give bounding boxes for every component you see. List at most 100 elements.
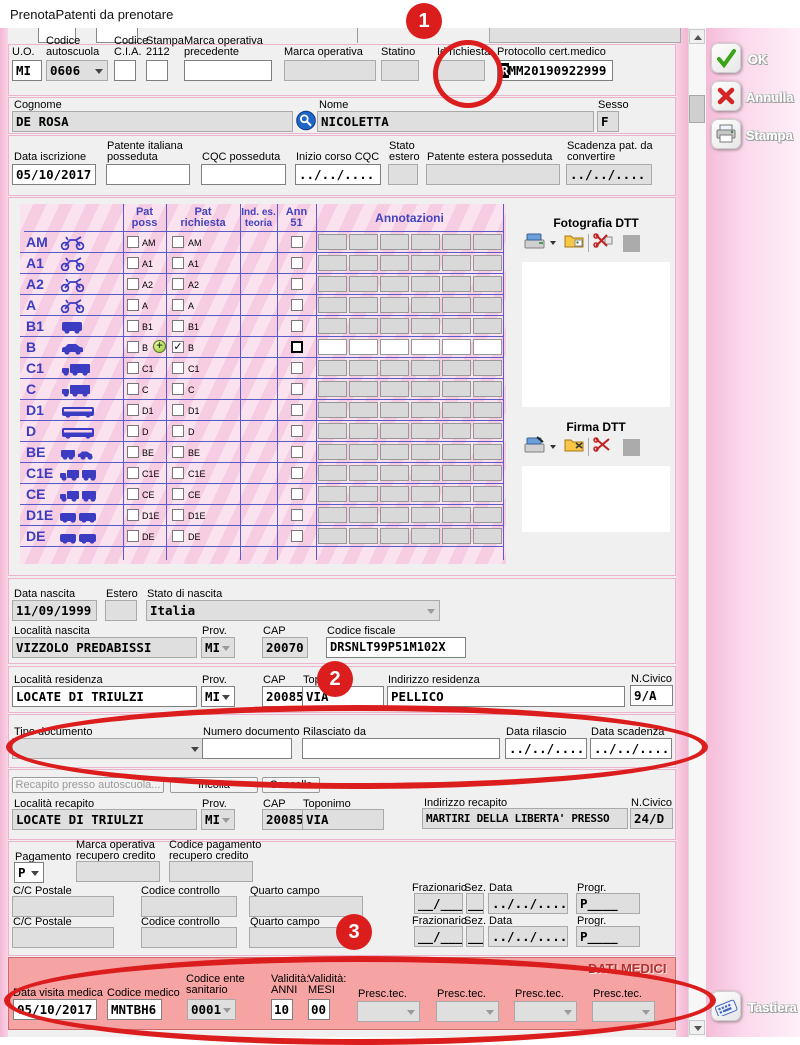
richiesta-checkbox-A[interactable]	[172, 299, 184, 311]
cancella-button[interactable]: Cancella	[262, 777, 320, 793]
marca-prec-field[interactable]	[184, 60, 272, 81]
codice-pagamento-field[interactable]	[169, 861, 253, 882]
ann51-checkbox-C1[interactable]	[291, 362, 303, 374]
richiesta-checkbox-C1[interactable]	[172, 362, 184, 374]
poss-checkbox-B1[interactable]	[127, 320, 139, 332]
prov-nascita-combo[interactable]: MI	[201, 637, 235, 658]
richiesta-checkbox-CE[interactable]	[172, 488, 184, 500]
poss-checkbox-C1[interactable]	[127, 362, 139, 374]
richiesta-checkbox-B1[interactable]	[172, 320, 184, 332]
poss-checkbox-A1[interactable]	[127, 257, 139, 269]
frazionario-field-1[interactable]: __/____	[414, 893, 463, 914]
indirizzo-residenza-field[interactable]: PELLICO	[387, 686, 625, 707]
localita-recapito-field[interactable]: LOCATE DI TRIULZI	[12, 809, 197, 830]
validita-mesi-field[interactable]: 00	[308, 999, 330, 1020]
tipo-documento-combo[interactable]	[12, 738, 204, 759]
richiesta-checkbox-C1E[interactable]	[172, 467, 184, 479]
scadenza-conv-field[interactable]: ../../....	[566, 164, 652, 185]
poss-checkbox-CE[interactable]	[127, 488, 139, 500]
data-visita-field[interactable]: 05/10/2017	[13, 999, 97, 1020]
uo-field[interactable]: MI	[12, 60, 42, 81]
codice-fiscale-field[interactable]: DRSNLT99P51M102X	[326, 637, 466, 658]
ann51-checkbox-D1E[interactable]	[291, 509, 303, 521]
ann51-checkbox-AM[interactable]	[291, 236, 303, 248]
id-richiesta-field[interactable]	[437, 60, 485, 81]
scroll-down-button[interactable]	[689, 1020, 705, 1035]
pagamento-combo[interactable]: P	[14, 862, 44, 883]
sez-field-2[interactable]: __	[466, 926, 484, 947]
civico-residenza-field[interactable]: 9/A	[630, 685, 673, 706]
search-icon[interactable]	[296, 110, 316, 136]
stampa2112-field[interactable]	[146, 60, 168, 81]
poss-checkbox-C1E[interactable]	[127, 467, 139, 479]
rilasciato-da-field[interactable]	[302, 738, 500, 759]
poss-checkbox-A2[interactable]	[127, 278, 139, 290]
annulla-button[interactable]	[711, 81, 741, 111]
estero-field[interactable]	[105, 600, 137, 621]
open-signature-folder-icon[interactable]	[564, 437, 584, 458]
presc-tec-combo-4[interactable]	[592, 1001, 655, 1022]
cqc-field[interactable]	[201, 164, 286, 185]
cc-postale-field-2[interactable]	[12, 927, 114, 948]
progr-field-1[interactable]: P____	[576, 893, 640, 914]
poss-checkbox-DE[interactable]	[127, 530, 139, 542]
cap-recapito-field[interactable]: 20085	[262, 809, 308, 830]
acquire-signature-icon[interactable]	[524, 435, 546, 459]
vertical-scrollbar[interactable]	[688, 28, 706, 1037]
sesso-field[interactable]: F	[597, 111, 619, 132]
toponimo-residenza-field[interactable]: VIA	[302, 686, 384, 707]
ann51-checkbox-D1[interactable]	[291, 404, 303, 416]
presc-tec-combo-2[interactable]	[436, 1001, 499, 1022]
ok-button[interactable]	[711, 43, 741, 73]
prov-recapito-combo[interactable]: MI	[201, 809, 235, 830]
ann51-checkbox-DE[interactable]	[291, 530, 303, 542]
cia-field[interactable]	[114, 60, 136, 81]
tastiera-button[interactable]	[711, 991, 741, 1021]
ann51-checkbox-B[interactable]	[291, 341, 303, 353]
presc-tec-combo-3[interactable]	[514, 1001, 577, 1022]
poss-checkbox-D1E[interactable]	[127, 509, 139, 521]
numero-documento-field[interactable]	[202, 738, 292, 759]
scroll-up-button[interactable]	[689, 29, 705, 44]
poss-checkbox-D1[interactable]	[127, 404, 139, 416]
codice-controllo-field-2[interactable]	[141, 927, 237, 948]
open-photo-folder-icon[interactable]	[564, 233, 584, 254]
toponimo-recapito-field[interactable]: VIA	[302, 809, 384, 830]
localita-residenza-field[interactable]: LOCATE DI TRIULZI	[12, 686, 197, 707]
inizio-cqc-field[interactable]: ../../....	[295, 164, 381, 185]
validita-anni-field[interactable]: 10	[271, 999, 293, 1020]
codice-medico-field[interactable]: MNTBH6	[107, 999, 162, 1020]
data-nascita-field[interactable]: 11/09/1999	[12, 600, 97, 621]
pat-italiana-field[interactable]	[106, 164, 190, 185]
poss-checkbox-AM[interactable]	[127, 236, 139, 248]
cognome-field[interactable]: DE ROSA	[12, 111, 293, 132]
progr-field-2[interactable]: P____	[576, 926, 640, 947]
ann51-checkbox-A[interactable]	[291, 299, 303, 311]
richiesta-checkbox-D[interactable]	[172, 425, 184, 437]
localita-nascita-field[interactable]: VIZZOLO PREDABISSI	[12, 637, 197, 658]
scrollbar-thumb[interactable]	[689, 95, 705, 123]
richiesta-checkbox-D1E[interactable]	[172, 509, 184, 521]
civico-recapito-field[interactable]: 24/D	[630, 808, 673, 829]
data-iscrizione-field[interactable]: 05/10/2017	[12, 164, 96, 185]
stato-nascita-combo[interactable]: Italia	[146, 600, 440, 621]
ann51-checkbox-C[interactable]	[291, 383, 303, 395]
data-rilascio-field[interactable]: ../../....	[505, 738, 587, 759]
pat-estera-field[interactable]	[426, 164, 560, 185]
richiesta-checkbox-C[interactable]	[172, 383, 184, 395]
poss-checkbox-D[interactable]	[127, 425, 139, 437]
poss-checkbox-A[interactable]	[127, 299, 139, 311]
ann51-checkbox-A1[interactable]	[291, 257, 303, 269]
statino-field[interactable]	[381, 60, 419, 81]
codice-controllo-field-1[interactable]	[141, 896, 237, 917]
ann51-checkbox-D[interactable]	[291, 425, 303, 437]
cut-photo-icon[interactable]	[593, 232, 613, 254]
chevron-down-icon[interactable]	[550, 445, 556, 449]
cap-nascita-field[interactable]: 20070	[262, 637, 308, 658]
acquire-photo-icon[interactable]	[524, 232, 546, 255]
chevron-down-icon[interactable]	[550, 241, 556, 245]
protocollo-field[interactable]: RMM20190922999	[497, 60, 613, 81]
frazionario-field-2[interactable]: __/____	[414, 926, 463, 947]
richiesta-checkbox-A2[interactable]	[172, 278, 184, 290]
richiesta-checkbox-B[interactable]: ✓	[172, 340, 184, 353]
